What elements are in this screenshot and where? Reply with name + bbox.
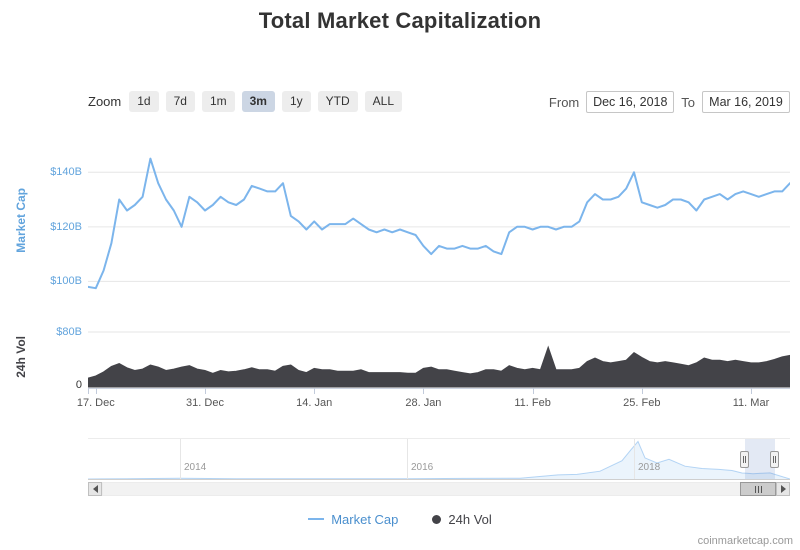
navigator-year-gridline (634, 439, 635, 479)
navigator-year-label: 2018 (638, 462, 661, 473)
x-axis-labels: 17. Dec 31. Dec 14. Jan 28. Jan 11. Feb 25. F… (77, 397, 790, 411)
ytick-label-140b: $140B (50, 166, 82, 178)
zoom-button-1m[interactable]: 1m (201, 91, 235, 113)
zoom-button-7d[interactable]: 7d (165, 91, 195, 113)
legend-label-market-cap: Market Cap (331, 511, 399, 527)
x-axis-tick (205, 388, 206, 394)
legend-item-24h-vol[interactable]: 24h Vol (432, 511, 492, 527)
x-axis-label: 14. Jan (296, 397, 333, 409)
volume-axis-title-text: 24h Vol (14, 336, 28, 378)
to-date-input[interactable] (702, 91, 790, 113)
left-arrow-icon (92, 485, 98, 493)
date-range-controls: From To (549, 91, 790, 113)
right-arrow-icon (780, 485, 786, 493)
navigator-right-handle[interactable] (770, 451, 779, 468)
legend-label-24h-vol: 24h Vol (448, 511, 492, 527)
legend-item-market-cap[interactable]: Market Cap (308, 512, 398, 527)
navigator-year-label: 2014 (184, 462, 207, 473)
to-label: To (681, 94, 695, 110)
scrollbar-thumb[interactable] (740, 482, 776, 496)
zoom-button-all[interactable]: ALL (364, 91, 403, 113)
scrollbar[interactable] (88, 482, 790, 496)
x-axis-label: 25. Feb (623, 397, 661, 409)
x-axis-label: 28. Jan (405, 397, 442, 409)
ytick-label-0: 0 (75, 379, 82, 391)
x-axis-line (88, 388, 790, 389)
from-label: From (548, 94, 580, 110)
market-cap-plot-area[interactable] (88, 140, 790, 300)
legend: Market Cap 24h Vol (0, 509, 800, 529)
zoom-label: Zoom (88, 94, 122, 110)
volume-circle-swatch-icon (432, 514, 442, 524)
x-axis-label: 17. Dec (76, 397, 115, 409)
market-cap-line-swatch-icon (308, 518, 325, 520)
navigator-year-label: 2016 (411, 462, 434, 473)
navigator-left-handle[interactable] (740, 451, 749, 468)
page-title: Total Market Capitalization (258, 8, 542, 33)
zoom-controls: Zoom 1d 7d 1m 3m 1y YTD ALL (88, 91, 403, 113)
zoom-button-1y[interactable]: 1y (281, 91, 311, 113)
x-axis-label: 11. Mar (732, 397, 770, 409)
ytick-label-120b: $120B (50, 221, 82, 233)
x-axis-tick (751, 388, 752, 394)
scrollbar-track[interactable] (102, 482, 776, 496)
x-axis-tick (314, 388, 316, 394)
ytick-label-100b: $100B (50, 275, 82, 287)
navigator[interactable]: 2014 2016 2018 (88, 438, 790, 480)
navigator-year-gridline (407, 439, 408, 479)
navigator-series-silhouette (88, 440, 790, 479)
zoom-button-ytd[interactable]: YTD (317, 91, 358, 113)
x-axis-tick (423, 388, 425, 394)
from-date-input[interactable] (586, 91, 675, 113)
zoom-button-group: 1d 7d 1m 3m 1y YTD ALL (129, 91, 403, 113)
range-selector-toolbar: Zoom 1d 7d 1m 3m 1y YTD ALL From To (88, 91, 790, 117)
x-axis-tick (532, 388, 534, 394)
scrollbar-left-button[interactable] (88, 482, 102, 496)
scrollbar-right-button[interactable] (776, 482, 790, 496)
ytick-label-80b: $80B (56, 326, 82, 338)
x-axis-tick (641, 388, 643, 394)
zoom-button-3m[interactable]: 3m (241, 91, 275, 113)
x-axis-label: 11. Feb (514, 397, 551, 409)
navigator-year-gridline (180, 439, 181, 479)
x-axis-tick (88, 388, 89, 394)
x-axis-label: 31. Dec (186, 397, 224, 409)
x-axis-tick (95, 388, 97, 394)
volume-plot-area[interactable] (88, 330, 790, 388)
zoom-button-1d[interactable]: 1d (129, 91, 159, 113)
x-axis-ticks (88, 388, 790, 394)
market-cap-axis-title-text: Market Cap (14, 187, 28, 253)
watermark: coinmarketcap.com (697, 535, 793, 547)
